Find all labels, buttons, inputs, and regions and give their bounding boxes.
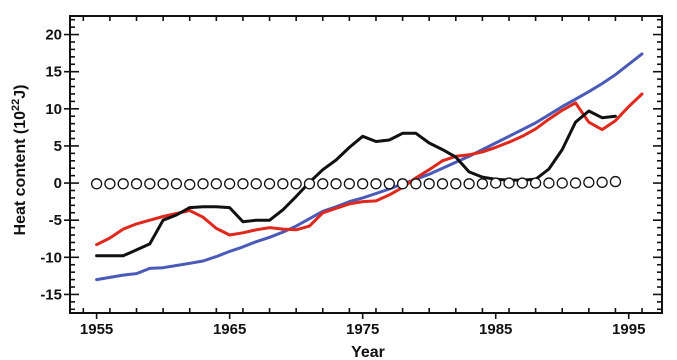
y-tick-label: -10 [40,249,62,266]
x-tick-label: 1955 [80,321,113,338]
series-line-2 [95,92,644,247]
circle-point [450,178,462,190]
circle-point [609,175,622,188]
y-tick-label: -15 [40,286,62,303]
circle-point [330,178,342,190]
y-tick-labels: -15 -10 -5 0 5 10 15 20 [40,27,62,304]
circle-point [223,178,236,190]
circle-point [596,176,608,188]
y-tick-label: 10 [45,101,62,118]
circle-point [184,178,196,191]
circle-point [583,176,595,188]
circle-point [277,178,289,190]
x-tick-label: 1975 [346,321,379,338]
series-line-3 [95,109,617,258]
circle-point [490,177,502,189]
circle-series [90,175,622,191]
circle-point [423,178,435,190]
circle-point [463,178,475,190]
circle-point [250,178,262,190]
circle-point [436,178,449,190]
circle-point [396,178,409,190]
circle-point [303,178,316,190]
y-axis-title-unit: J) [12,85,29,99]
circle-point [144,178,156,190]
series-layer [90,52,644,282]
circle-point [476,178,489,190]
y-axis-title-main: Heat content (10 [12,111,29,236]
x-axis-title: Year [351,344,385,360]
circle-point [543,177,555,189]
plot-border [69,15,663,314]
x-tick-label: 1985 [479,321,512,338]
y-axis-title: Heat content (1022J) [10,85,29,236]
circle-point [357,178,369,190]
circle-point [210,178,222,190]
circle-point [90,178,103,190]
plot-frame [69,15,663,314]
circle-point [104,178,116,190]
circle-point [197,178,209,190]
circle-point [516,177,528,189]
circle-point [410,178,422,190]
y-tick-label: 15 [45,64,62,81]
circle-point [569,177,582,189]
circle-point [170,178,183,190]
y-tick-label: 20 [45,27,62,44]
series-line-1 [95,52,644,282]
y-tick-label: 0 [54,175,62,192]
x-tick-labels: 1955 1965 1975 1985 1995 [80,321,646,338]
circle-point [503,177,515,189]
circle-point [130,178,143,190]
x-tick-label: 1965 [213,321,246,338]
circle-point [263,178,276,190]
y-axis-title-exponent: 22 [10,99,22,111]
y-tick-label: 5 [54,138,62,155]
circle-point [290,178,302,190]
circle-point [556,177,568,189]
circle-point [529,177,542,189]
circle-point [117,178,129,190]
tick-marks [64,16,662,319]
circle-point [370,178,382,190]
x-tick-label: 1995 [612,321,645,338]
circle-point [237,178,249,190]
circle-point [317,178,329,190]
circle-point [157,178,169,190]
circle-point [383,178,395,190]
y-tick-label: -5 [49,212,62,229]
circle-point [343,178,356,190]
